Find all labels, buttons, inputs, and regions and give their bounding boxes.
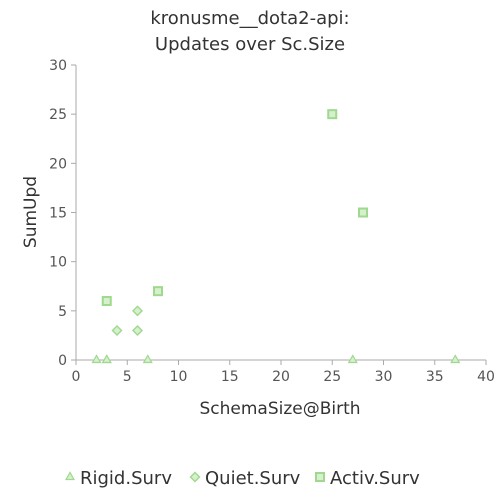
data-point-square — [101, 296, 112, 306]
y-tick-label: 5 — [58, 304, 67, 320]
legend-label: Activ.Surv — [330, 468, 420, 489]
x-tick-label: 15 — [221, 369, 239, 385]
x-tick-label: 40 — [477, 369, 495, 385]
legend-label: Rigid.Surv — [80, 468, 172, 489]
data-point-triangle — [347, 354, 358, 364]
x-tick-label: 30 — [375, 369, 393, 385]
legend: Rigid.Surv Quiet.Surv Activ.Surv — [64, 468, 420, 489]
y-tick-label: 30 — [49, 58, 67, 74]
legend-marker-triangle — [64, 471, 76, 481]
x-axis-label: SchemaSize@Birth — [199, 399, 360, 419]
x-tick-label: 35 — [426, 369, 444, 385]
data-points — [91, 109, 461, 364]
axes: 0 5 10 15 20 25 30 35 40 0 5 10 15 20 25 30 — [49, 58, 495, 385]
data-point-triangle — [142, 354, 153, 364]
x-tick-label: 20 — [272, 369, 290, 385]
data-point-diamond — [132, 325, 143, 336]
legend-marker-square — [315, 472, 325, 482]
data-point-square — [358, 207, 368, 218]
data-point-triangle — [450, 354, 461, 364]
data-point-square — [153, 286, 163, 297]
y-tick-label: 15 — [49, 206, 67, 222]
legend-marker-diamond — [189, 471, 201, 483]
x-tick-label: 25 — [323, 369, 341, 385]
x-tick-label: 10 — [170, 369, 188, 385]
y-axis-label: SumUpd — [21, 176, 41, 248]
data-point-diamond — [111, 325, 123, 336]
legend-label: Quiet.Surv — [205, 468, 301, 489]
chart-title-line-1: kronusme__dota2-api: — [150, 8, 349, 29]
y-tick-label: 20 — [49, 156, 67, 172]
data-point-square — [327, 109, 338, 120]
data-point-triangle — [101, 354, 112, 364]
x-tick-label: 0 — [72, 369, 81, 385]
y-tick-label: 10 — [49, 255, 67, 271]
chart-title-line-2: Updates over Sc.Size — [155, 34, 345, 55]
data-point-triangle — [91, 354, 102, 364]
y-tick-label: 0 — [58, 353, 67, 369]
y-tick-label: 25 — [49, 107, 67, 123]
x-tick-label: 5 — [123, 369, 132, 385]
data-point-diamond — [132, 305, 143, 317]
